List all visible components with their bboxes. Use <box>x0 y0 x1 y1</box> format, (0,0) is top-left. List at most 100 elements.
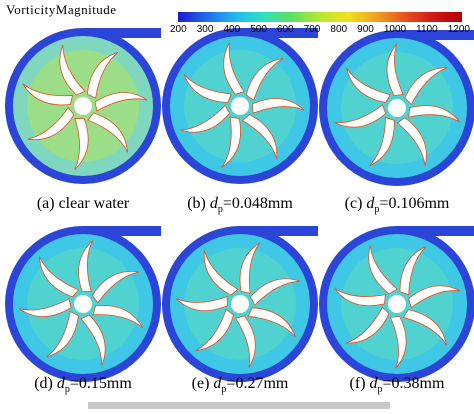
hub <box>74 97 92 115</box>
pump-image <box>162 226 318 382</box>
blade <box>396 117 427 166</box>
blade <box>74 118 89 171</box>
legend-tick-label: 1100 <box>416 24 438 35</box>
legend-title: VorticityMagnitude <box>6 2 117 17</box>
caption-symbol: d <box>369 375 378 392</box>
blade <box>389 315 407 369</box>
volute-outlet <box>240 226 318 236</box>
caption-symbol: d <box>209 195 218 212</box>
legend-tick-label: 400 <box>223 24 241 35</box>
caption-prefix: (f) <box>349 375 366 392</box>
pump-image <box>319 226 474 382</box>
color-bar <box>178 12 462 22</box>
blade <box>369 116 395 167</box>
blade <box>80 314 106 366</box>
blade <box>46 310 79 358</box>
blade <box>408 285 461 309</box>
legend-tick-label: 300 <box>196 24 214 35</box>
blade <box>94 92 148 112</box>
blade <box>346 67 391 104</box>
blade <box>87 112 128 153</box>
blade <box>408 105 461 123</box>
blade <box>180 104 231 133</box>
legend-tick-label: 500 <box>250 24 267 35</box>
hub <box>231 97 249 115</box>
blade <box>345 306 390 344</box>
legend-tick-label: 900 <box>357 24 374 35</box>
hub <box>388 99 406 117</box>
blade <box>235 315 256 368</box>
blade <box>250 278 301 306</box>
pump-image <box>5 28 161 184</box>
caption-prefix: (d) <box>34 375 53 392</box>
caption-symbol: d <box>366 195 375 212</box>
caption-subscript: p <box>64 384 70 396</box>
blade <box>18 298 72 318</box>
blade <box>404 67 448 106</box>
blade <box>91 271 139 304</box>
legend-tick-label: 1200 <box>447 24 470 35</box>
blade <box>78 240 94 293</box>
blade <box>223 42 245 95</box>
caption-value: =0.15mm <box>69 375 132 392</box>
blade <box>92 305 144 329</box>
caption-subscript: p <box>217 204 223 216</box>
panel-caption: (a) clear water <box>37 195 129 213</box>
pump-image <box>319 30 474 186</box>
panel-caption: (b) dp=0.048mm <box>187 195 293 215</box>
pump-image <box>5 226 161 382</box>
figure-caption-blurred <box>88 402 390 409</box>
blade <box>402 309 447 346</box>
legend-ticks: 200 300 400 500 600 700 800 900 1000 1100 1200 <box>170 24 470 35</box>
pump-image <box>162 28 318 184</box>
volute-outlet <box>83 28 161 38</box>
blade <box>247 307 296 338</box>
caption-prefix: (b) <box>187 195 206 212</box>
blade <box>245 57 284 101</box>
blade <box>195 308 235 352</box>
blade <box>221 116 241 168</box>
blade <box>175 296 228 312</box>
caption-prefix: (c) <box>344 195 363 212</box>
legend-tick-label: 700 <box>303 24 321 35</box>
hub <box>388 295 406 313</box>
blade <box>39 256 80 298</box>
blade <box>203 250 239 296</box>
blade <box>183 74 232 103</box>
caption-value: =0.048mm <box>222 195 293 212</box>
blade <box>368 245 398 295</box>
panel-caption: (e) dp=0.27mm <box>192 375 289 395</box>
volute-outlet <box>397 226 474 236</box>
panel-caption: (f) dp=0.38mm <box>350 375 445 395</box>
caption-value: =0.27mm <box>226 375 289 392</box>
volute-outlet <box>397 30 474 40</box>
hub <box>74 295 92 313</box>
panel-caption: (d) dp=0.15mm <box>34 375 132 395</box>
blade <box>59 44 86 96</box>
blade <box>241 113 278 159</box>
caption-symbol: d <box>56 375 65 392</box>
blade <box>334 288 386 307</box>
volute-outlet <box>83 226 161 236</box>
legend-tick-label: 1000 <box>383 24 407 35</box>
legend-tick-label: 600 <box>276 24 294 35</box>
blade <box>239 242 260 294</box>
blade <box>334 104 387 128</box>
caption-subscript: p <box>221 384 227 396</box>
caption-prefix: (e) <box>191 375 210 392</box>
blade <box>386 43 404 97</box>
legend-tick-label: 800 <box>330 24 348 35</box>
caption-subscript: p <box>377 384 383 396</box>
volute-outlet <box>240 28 318 38</box>
panel-caption: (c) dp=0.106mm <box>345 195 450 215</box>
caption-subscript: p <box>374 204 380 216</box>
blade <box>86 51 119 99</box>
caption-value: =0.38mm <box>382 375 445 392</box>
blade <box>27 106 75 141</box>
hub <box>231 295 249 313</box>
blade <box>399 246 427 296</box>
blade <box>22 83 74 106</box>
caption-value: =0.106mm <box>379 195 450 212</box>
